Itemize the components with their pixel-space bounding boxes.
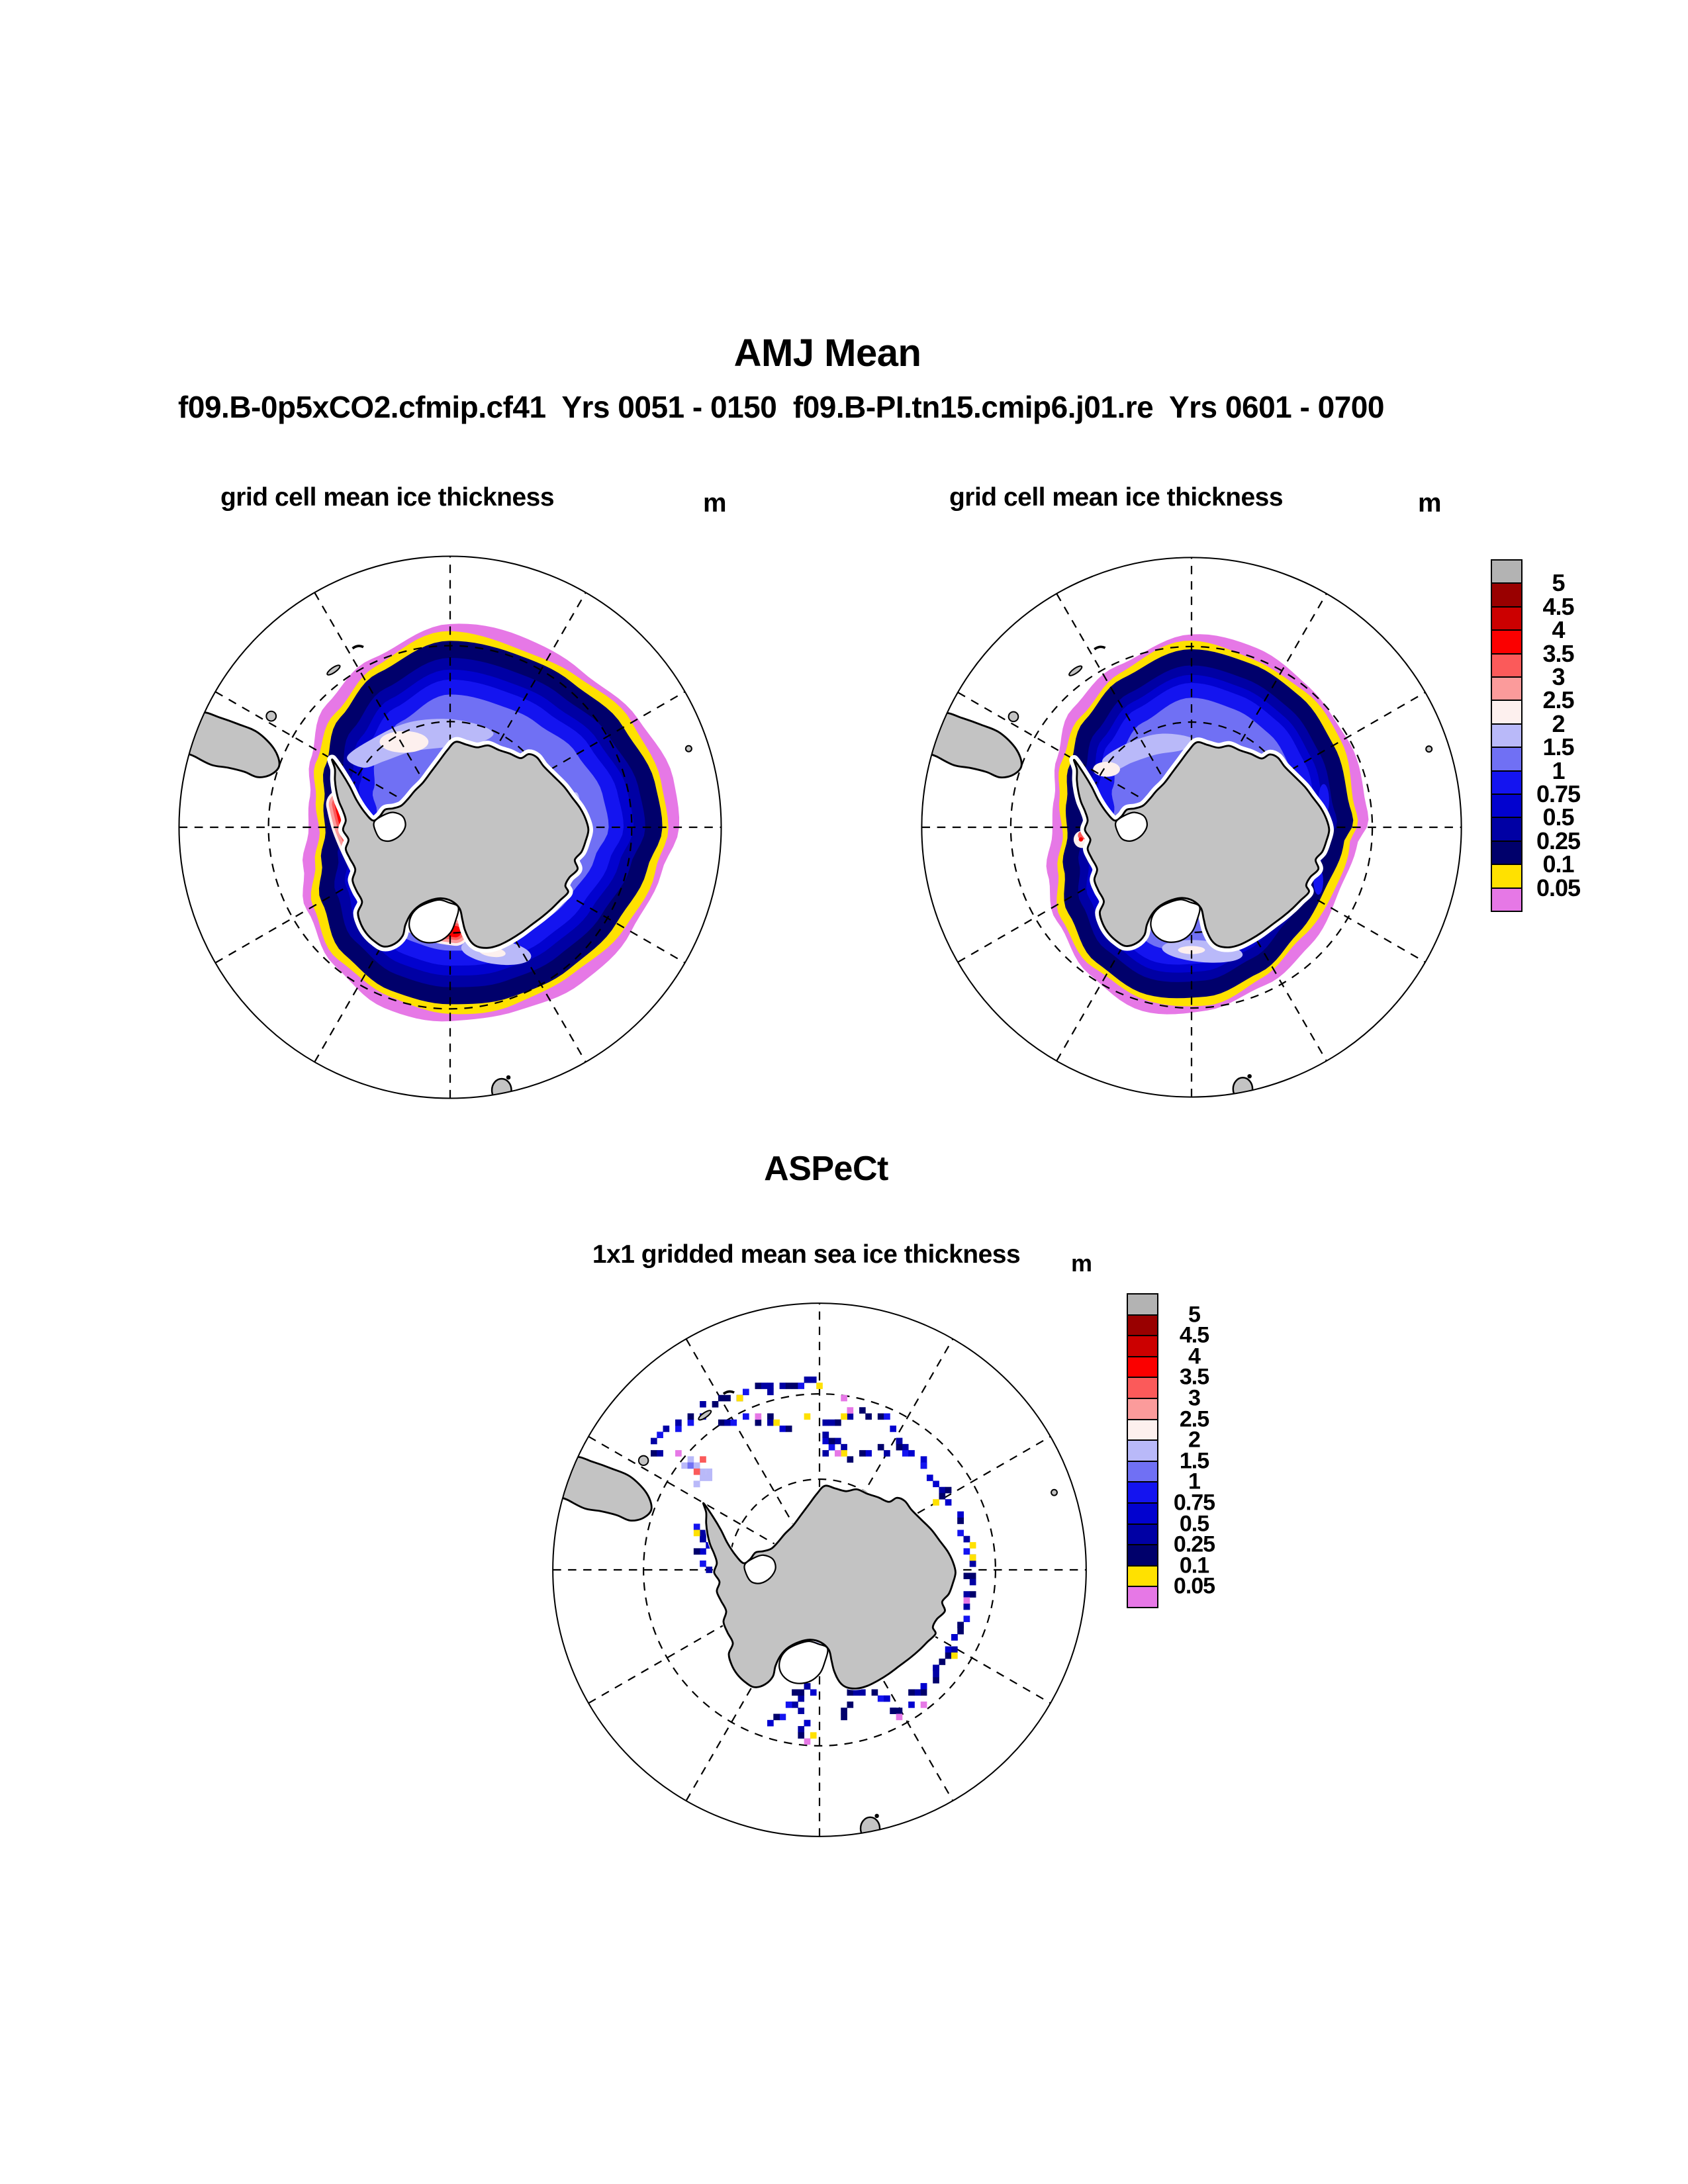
colorbar-label: 0.5 [1542, 803, 1574, 831]
colorbar-top: 5 4.5 4 3.5 3 2.5 2 1.5 1 0.75 0.5 0.25 0.1 0.05 [1491, 559, 1623, 913]
colorbar-label: 2.5 [1179, 1406, 1209, 1432]
colorbar-swatch [1127, 1460, 1158, 1483]
colorbar-swatch [1491, 817, 1523, 842]
colorbar-label: 0.05 [1173, 1573, 1215, 1599]
colorbar-label: 0.1 [1179, 1553, 1209, 1578]
figure-subtitle: f09.B-0p5xCO2.cfmip.cf41 Yrs 0051 - 0150… [178, 390, 1384, 424]
colorbar-label: 1.5 [1179, 1448, 1209, 1474]
colorbar-label: 1 [1552, 756, 1565, 784]
colorbar-label: 0.25 [1173, 1531, 1215, 1557]
colorbar-swatch [1127, 1335, 1158, 1357]
colorbar-label: 3 [1188, 1385, 1201, 1411]
colorbar-swatch [1127, 1586, 1158, 1608]
colorbar-label: 3.5 [1179, 1364, 1209, 1390]
colorbar-swatch [1127, 1502, 1158, 1525]
colorbar-label: 0.05 [1536, 874, 1581, 901]
colorbar-swatch [1491, 887, 1523, 912]
colorbar-label: 4.5 [1542, 592, 1574, 620]
colorbar-swatch [1127, 1565, 1158, 1588]
map-model-0p5xCO2 [178, 555, 722, 1099]
colorbar-swatch [1491, 606, 1523, 631]
colorbar-label: 0.5 [1179, 1511, 1209, 1537]
colorbar-swatch [1491, 700, 1523, 725]
colorbar-swatch [1491, 747, 1523, 772]
colorbar-swatch [1127, 1293, 1158, 1316]
colorbar-label: 0.75 [1536, 780, 1581, 807]
colorbar-label: 0.1 [1542, 850, 1574, 878]
map-model-PI [921, 557, 1462, 1098]
unit-label-bottom: m [1071, 1250, 1092, 1277]
figure-title: AMJ Mean [733, 332, 921, 375]
colorbar-swatch [1127, 1544, 1158, 1567]
colorbar-swatch [1491, 770, 1523, 795]
colorbar-swatch [1491, 559, 1523, 584]
colorbar-label: 5 [1188, 1302, 1201, 1328]
colorbar-label: 0.75 [1173, 1490, 1215, 1516]
section-title-aspect: ASPeCt [764, 1150, 888, 1188]
colorbar-swatch [1127, 1523, 1158, 1546]
colorbar-label: 1 [1188, 1469, 1201, 1494]
colorbar-label: 4.5 [1179, 1322, 1209, 1348]
colorbar-swatch [1491, 676, 1523, 702]
colorbar-swatch [1491, 840, 1523, 866]
panel-title-right: grid cell mean ice thickness [949, 483, 1284, 512]
colorbar-swatch [1491, 864, 1523, 889]
colorbar-label: 5 [1552, 569, 1565, 597]
colorbar-label: 2 [1188, 1427, 1201, 1453]
colorbar-label: 3.5 [1542, 639, 1574, 667]
colorbar-label: 3 [1552, 663, 1565, 690]
colorbar-label: 2.5 [1542, 686, 1574, 714]
colorbar-swatch [1127, 1398, 1158, 1420]
colorbar-label: 4 [1552, 616, 1565, 644]
colorbar-label: 4 [1188, 1343, 1201, 1369]
colorbar-label: 2 [1552, 709, 1565, 737]
unit-label-right: m [1418, 488, 1442, 518]
colorbar-swatch [1127, 1481, 1158, 1504]
colorbar-swatch [1127, 1355, 1158, 1379]
colorbar-swatch [1127, 1439, 1158, 1462]
panel-title-left: grid cell mean ice thickness [220, 483, 555, 512]
map-aspect-obs [552, 1302, 1087, 1837]
colorbar-swatch [1127, 1314, 1158, 1337]
colorbar-swatch [1127, 1418, 1158, 1441]
unit-label-left: m [703, 488, 727, 518]
colorbar-swatch [1127, 1377, 1158, 1399]
colorbar-swatch [1491, 653, 1523, 678]
panel-title-bottom: 1x1 gridded mean sea ice thickness [592, 1240, 1021, 1269]
colorbar-bottom: 5 4.5 4 3.5 3 2.5 2 1.5 1 0.75 0.5 0.25 0.1 0.05 [1127, 1293, 1259, 1611]
colorbar-swatch [1491, 629, 1523, 655]
colorbar-label: 1.5 [1542, 733, 1574, 761]
colorbar-swatch [1491, 723, 1523, 749]
colorbar-swatch [1491, 794, 1523, 819]
colorbar-swatch [1491, 582, 1523, 608]
colorbar-label: 0.25 [1536, 827, 1581, 854]
